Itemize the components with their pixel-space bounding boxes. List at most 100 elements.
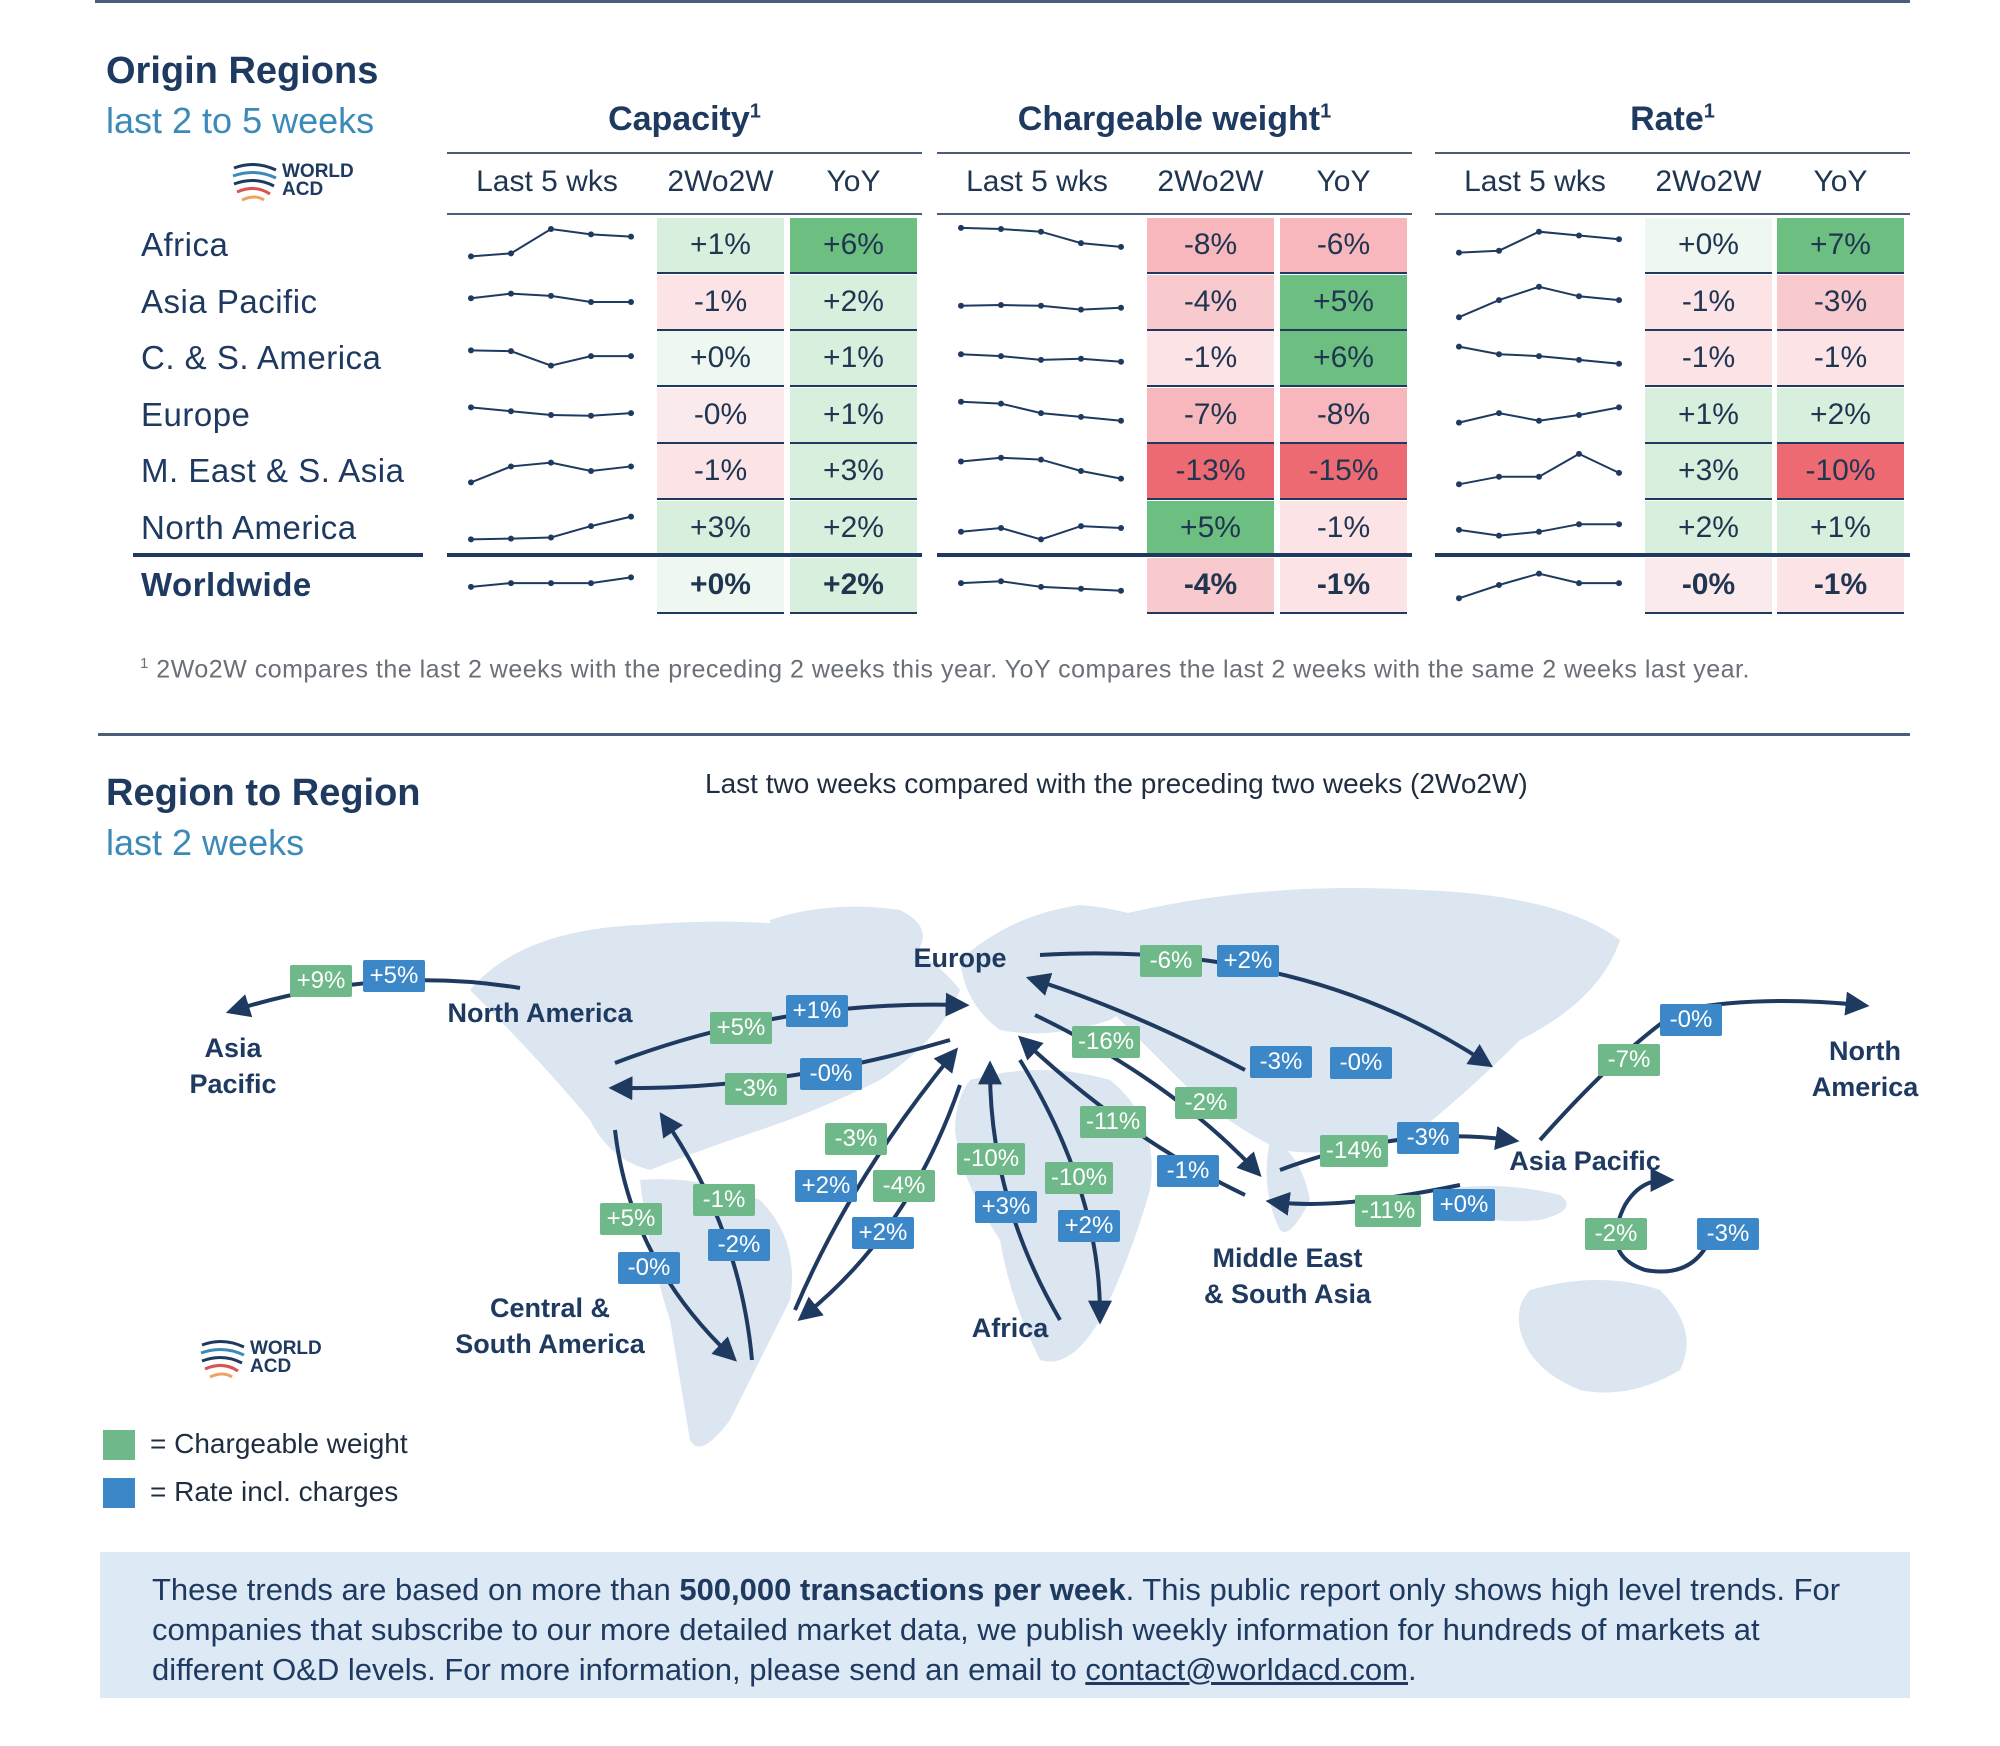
cell-underline bbox=[1777, 442, 1904, 444]
sparkline-point bbox=[1576, 356, 1582, 363]
sparkline-point bbox=[508, 348, 514, 355]
sparkline-point bbox=[468, 253, 474, 260]
sparkline-point bbox=[508, 408, 514, 415]
chargeable-weight-tag: -2% bbox=[1585, 1218, 1647, 1250]
rate-tag: -0% bbox=[1660, 1004, 1722, 1036]
value-cell: -8% bbox=[1147, 218, 1274, 272]
cell-underline bbox=[1777, 272, 1904, 274]
value-cell: -1% bbox=[1147, 331, 1274, 385]
info-text-2: . This public report only shows high lev… bbox=[152, 1572, 1841, 1687]
arrow-na-to-csa bbox=[613, 1129, 737, 1362]
label-north-america: North America bbox=[447, 998, 633, 1028]
rate-tag: -3% bbox=[1697, 1218, 1759, 1250]
sparkline-point bbox=[588, 353, 594, 360]
sparkline-point bbox=[1078, 585, 1084, 592]
legend-swatch-rate bbox=[103, 1478, 135, 1508]
chargeable-weight-tag: -7% bbox=[1598, 1044, 1660, 1076]
sparkline bbox=[958, 523, 1124, 543]
sparkline-point bbox=[1118, 358, 1124, 365]
sparkline-point bbox=[1496, 532, 1502, 539]
sparkline-point bbox=[588, 468, 594, 474]
label-asia-pacific-left: Asia Pacific bbox=[189, 1033, 277, 1099]
col-header-2: YoY bbox=[826, 165, 881, 198]
region-subtitle: last 2 weeks bbox=[106, 822, 305, 863]
sparkline-point bbox=[508, 580, 514, 587]
sparkline-point bbox=[1456, 419, 1462, 426]
arrow-eu-to-mesa bbox=[1034, 1013, 1262, 1177]
col-header-underline-1 bbox=[937, 213, 1412, 215]
chargeable-weight-tag: -3% bbox=[825, 1123, 887, 1155]
sparkline-point bbox=[958, 351, 964, 358]
sparkline-point bbox=[468, 347, 474, 354]
arrow-eu-to-ap bbox=[1039, 951, 1494, 1068]
cell-underline bbox=[1280, 272, 1407, 274]
sparkline-point bbox=[1118, 243, 1124, 250]
chargeable-weight-tag: -11% bbox=[1080, 1106, 1147, 1138]
sparkline-point bbox=[508, 290, 514, 297]
sparkline-point bbox=[1576, 521, 1582, 528]
group-header-0: Capacity1 bbox=[447, 100, 922, 139]
sparkline-point bbox=[958, 458, 964, 465]
sparkline-point bbox=[1496, 247, 1502, 254]
sparkline-point bbox=[1616, 580, 1622, 587]
sparkline bbox=[958, 224, 1124, 250]
info-text-bold: 500,000 transactions per week bbox=[679, 1572, 1126, 1607]
sparkline-point bbox=[548, 362, 554, 369]
sparkline bbox=[1456, 521, 1622, 539]
sparkline-point bbox=[1456, 343, 1462, 350]
sparkline-point bbox=[1118, 417, 1124, 424]
logo-word-2b: ACD bbox=[250, 1356, 292, 1377]
cell-underline bbox=[657, 329, 784, 331]
sparkline-point bbox=[1456, 314, 1462, 321]
value-cell: -1% bbox=[657, 275, 784, 329]
sparkline bbox=[1456, 343, 1622, 367]
sparkline-point bbox=[628, 513, 634, 520]
col-header-underline-2 bbox=[1435, 213, 1910, 215]
chargeable-weight-tag: -14% bbox=[1320, 1135, 1389, 1167]
row-label: C. & S. America bbox=[141, 339, 382, 376]
sparkline-point bbox=[1038, 356, 1044, 363]
sparkline-point bbox=[958, 398, 964, 405]
sparkline-point bbox=[1456, 481, 1462, 488]
rate-tag: -3% bbox=[1397, 1122, 1459, 1154]
sparkline bbox=[468, 459, 634, 486]
sparkline-point bbox=[1118, 587, 1124, 594]
value-cell: -10% bbox=[1777, 444, 1904, 498]
value-cell: +1% bbox=[657, 218, 784, 272]
info-text: These trends are based on more than 500,… bbox=[100, 1552, 1910, 1708]
value-cell: -1% bbox=[1777, 331, 1904, 385]
sparkline-point bbox=[1576, 412, 1582, 418]
sparkline-point bbox=[1038, 410, 1044, 417]
sparkline-point bbox=[628, 463, 634, 470]
sparkline-point bbox=[548, 580, 554, 587]
africa-shape bbox=[955, 1070, 1152, 1362]
label-middle-east-south-asia: Middle East & South Asia bbox=[1203, 1243, 1371, 1309]
cell-underline bbox=[1147, 442, 1274, 444]
sparkline-point bbox=[1038, 583, 1044, 590]
sparkline bbox=[958, 302, 1124, 313]
sparkline-point bbox=[508, 535, 514, 542]
sparkline-point bbox=[1616, 469, 1622, 476]
value-cell: +0% bbox=[1645, 218, 1772, 272]
worldacd-swoosh-icon bbox=[232, 163, 277, 202]
chargeable-weight-tag: -11% bbox=[1355, 1195, 1422, 1227]
sparkline-point bbox=[628, 299, 634, 305]
sparkline bbox=[468, 404, 634, 419]
sparkline-point bbox=[1456, 249, 1462, 256]
info-box: These trends are based on more than 500,… bbox=[100, 1552, 1910, 1698]
value-cell: -0% bbox=[657, 388, 784, 442]
sparkline-point bbox=[1616, 404, 1622, 411]
sparkline-point bbox=[1576, 232, 1582, 239]
sparkline-point bbox=[998, 226, 1004, 233]
value-cell: +2% bbox=[790, 501, 917, 555]
arrow-ap-loop bbox=[1614, 1168, 1717, 1274]
sparkline-point bbox=[1496, 410, 1502, 417]
rate-tag: -1% bbox=[1157, 1155, 1219, 1187]
sparkline-point bbox=[548, 226, 554, 233]
sparkline-point bbox=[998, 525, 1004, 531]
contact-email-link[interactable]: contact@worldacd.com bbox=[1085, 1652, 1408, 1687]
sparkline-point bbox=[1118, 304, 1124, 311]
chargeable-weight-tag: -6% bbox=[1140, 945, 1202, 977]
sparkline-point bbox=[1078, 306, 1084, 313]
